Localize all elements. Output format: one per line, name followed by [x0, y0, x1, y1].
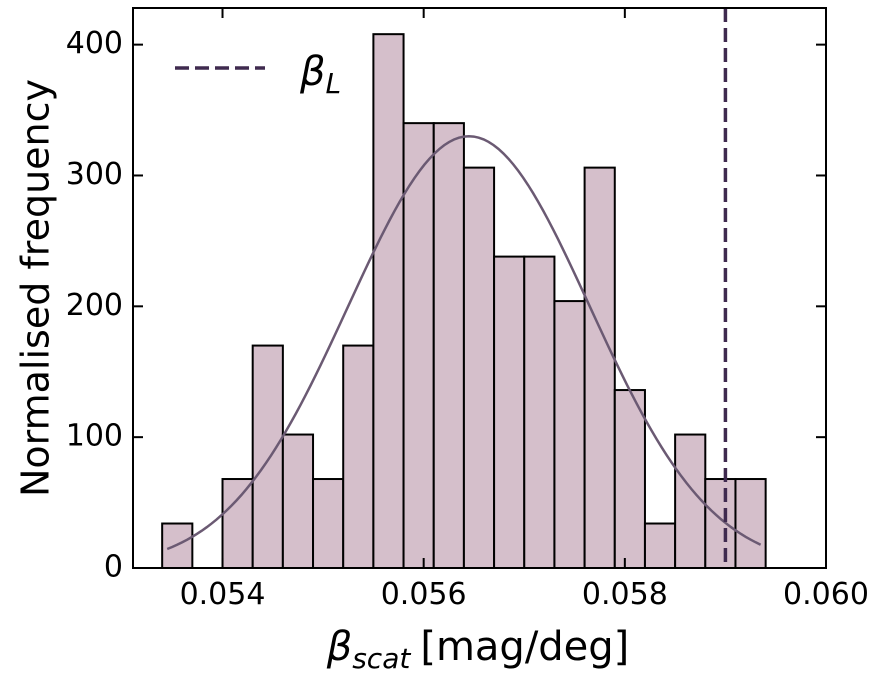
x-tick-label: 0.056 [381, 577, 467, 612]
x-tick-label: 0.054 [180, 577, 266, 612]
bar [734, 478, 767, 570]
bar [493, 255, 526, 569]
bar [432, 122, 465, 569]
bar [312, 478, 345, 570]
x-axis-label: βscat [mag/deg] [326, 624, 630, 675]
bar [553, 300, 586, 569]
bar [704, 478, 737, 570]
x-label-subscript: scat [352, 642, 411, 675]
y-tick-label: 300 [66, 157, 123, 192]
x-label-unit: [mag/deg] [420, 624, 629, 670]
y-tick-label: 100 [66, 419, 123, 454]
fit-curve [166, 134, 762, 551]
bar [643, 522, 677, 570]
bar [372, 33, 405, 570]
bar [523, 255, 556, 569]
x-label-symbol: β [326, 624, 353, 670]
x-tick-label: 0.058 [582, 577, 668, 612]
bar [251, 344, 284, 569]
bar [583, 166, 616, 570]
y-axis-label: Normalised frequency [14, 79, 58, 497]
bar [613, 389, 646, 569]
x-tick-label: 0.060 [783, 577, 869, 612]
y-tick-label: 200 [66, 288, 123, 323]
legend-label: βL [299, 49, 341, 100]
bar [462, 166, 496, 570]
bar [281, 433, 315, 569]
bar [342, 344, 375, 569]
y-tick-label: 400 [66, 26, 123, 61]
bar [221, 478, 254, 570]
y-tick-label: 0 [104, 550, 123, 585]
legend-symbol: β [299, 49, 326, 95]
legend-subscript: L [326, 67, 342, 100]
plot-frame [132, 7, 827, 569]
